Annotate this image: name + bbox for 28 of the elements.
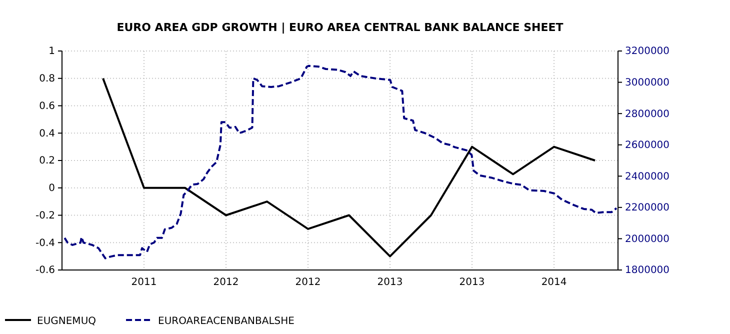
y-tick-label: -0.2 (35, 210, 55, 222)
x-tick-label: 2014 (541, 277, 567, 288)
y2-tick-label: 2400000 (625, 171, 670, 182)
x-tick-label: 2012 (213, 277, 239, 288)
y-tick-label: -0.4 (35, 238, 55, 249)
y-tick-label: 0.4 (39, 128, 55, 140)
y-tick-label: 0.8 (39, 74, 55, 85)
y-tick-label: 1 (48, 46, 55, 58)
legend-label: EUGNEMUQ (37, 316, 96, 327)
y-tick-label: 0.6 (39, 100, 55, 112)
y-tick-label: 0.2 (39, 156, 55, 167)
y-tick-label: 0 (48, 183, 55, 194)
legend-label: EUROAREACENBANBALSHE (158, 316, 294, 327)
y2-tick-label: 2600000 (625, 140, 670, 152)
y2-tick-label: 1800000 (625, 265, 670, 276)
x-tick-label: 2012 (295, 277, 321, 288)
x-tick-label: 2013 (459, 277, 485, 288)
x-tick-label: 2011 (131, 277, 157, 288)
y2-tick-label: 2800000 (625, 108, 670, 120)
y-tick-label: -0.6 (35, 265, 55, 276)
y2-tick-label: 3200000 (625, 46, 670, 58)
line-series (64, 64, 618, 260)
y2-tick-label: 2000000 (625, 234, 670, 245)
line-series (102, 77, 596, 258)
y2-tick-label: 3000000 (625, 77, 670, 88)
x-tick-label: 2013 (377, 277, 403, 288)
y2-tick-label: 2200000 (625, 202, 670, 214)
chart-title: EURO AREA GDP GROWTH | EURO AREA CENTRAL BANK BALANCE SHEET (116, 21, 564, 34)
